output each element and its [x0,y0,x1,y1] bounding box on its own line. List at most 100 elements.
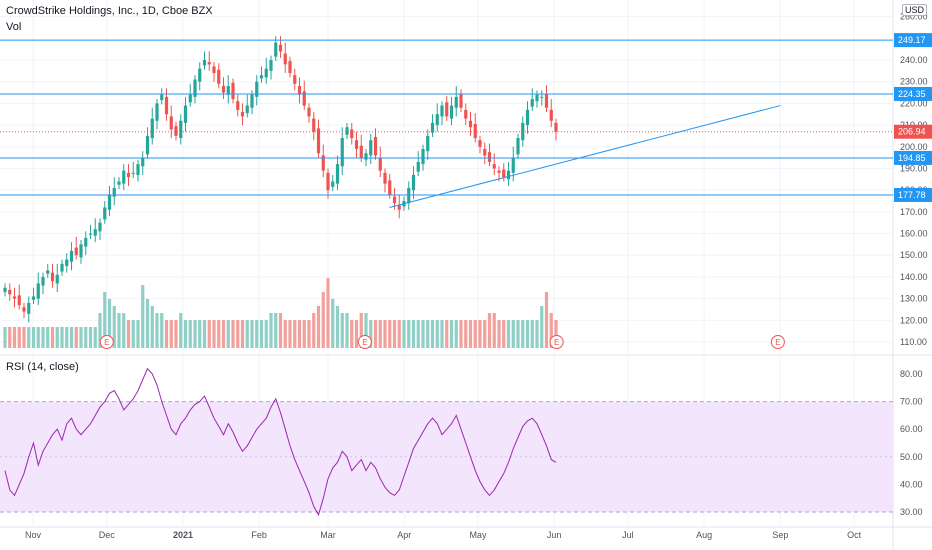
candle-body [378,157,382,171]
candle-body [426,135,430,152]
volume-bar [217,320,221,348]
candle-body [193,79,197,97]
volume-bar [150,306,154,348]
volume-bar [312,313,316,348]
volume-bar [269,313,273,348]
volume-bar [179,313,183,348]
earnings-marker [99,335,114,349]
candle-body [535,94,539,102]
volume-bar [540,306,544,348]
volume-bar [373,320,378,348]
candle-body [473,123,477,139]
volume-bar [445,320,449,348]
volume-bar [288,320,292,348]
volume-bar [31,327,36,348]
x-tick-label: 2021 [173,530,193,540]
volume-bar [497,320,501,348]
level-tag [894,86,932,101]
rsi-tick-label: 50.00 [900,452,923,462]
candle-body [93,229,97,236]
candle-body [69,250,74,262]
candle-body [8,289,12,295]
volume-bar [236,320,240,348]
rsi-tick-label: 60.00 [900,424,923,434]
level-tag-label: 249.17 [898,35,926,45]
candle-body [226,86,230,95]
candle-body [407,187,411,204]
volume-bar [359,313,363,348]
candle-body [255,81,259,97]
volume-bar [17,327,21,348]
y-tick-label: 260.00 [900,12,928,22]
volume-bar [307,320,311,348]
volume-bar [221,320,226,348]
candle-body [445,102,449,117]
volume-bar [430,320,435,348]
volume-bar [231,320,235,348]
candle-body [141,157,145,167]
candle-body [397,205,401,210]
volume-bar [41,327,45,348]
candle-body [183,105,188,123]
y-tick-label: 220.00 [900,98,928,108]
candle-body [126,172,131,178]
candle-body [497,170,501,173]
candle-body [145,135,150,155]
x-tick-label: Dec [99,530,116,540]
volume-bar [160,313,164,348]
y-tick-label: 240.00 [900,55,928,65]
volume-bar [283,320,287,348]
volume-bar [478,320,482,348]
volume-bar [155,313,159,348]
candle-body [164,96,169,115]
volume-bar [278,313,283,348]
candle-body [12,296,17,299]
candle-body [169,116,173,130]
candle-body [31,296,36,300]
candle-body [103,207,107,220]
candle-body [435,114,439,126]
x-tick-label: May [469,530,487,540]
volume-bar [50,327,55,348]
volume-bar [483,320,487,348]
earnings-marker-label: E [775,338,780,347]
candle-body [350,129,354,139]
candle-body [373,137,378,156]
volume-bar [274,313,278,348]
last-price-tag [894,124,932,139]
candle-body [212,66,216,74]
candle-body [502,169,506,178]
volume-bar [383,320,387,348]
volume-bar [345,313,349,348]
candle-body [131,172,135,174]
candle-body [236,101,240,110]
last-price-label: 206.94 [898,127,926,137]
volume-bar [378,320,382,348]
volume-bar [169,320,173,348]
volume-bar [335,306,340,348]
level-tag-label: 177.78 [898,190,926,200]
volume-bar [492,313,496,348]
candle-body [331,181,335,187]
volume-bar [36,327,40,348]
volume-bar [174,320,178,348]
candle-body [264,68,268,78]
rsi-tick-label: 70.00 [900,397,923,407]
x-tick-label: Mar [320,530,336,540]
candle-body [36,283,40,299]
candle-body [540,96,544,98]
candle-body [122,170,126,184]
level-tag [894,187,932,202]
candle-body [217,69,221,84]
candle-body [50,272,55,282]
volume-bar [326,278,330,348]
candle-body [3,287,7,293]
candle-body [335,164,340,184]
candle-body [383,172,387,184]
volume-bar [388,320,392,348]
candle-body [302,91,306,106]
volume-bar [397,320,401,348]
candle-body [307,107,311,117]
volume-bar [226,320,230,348]
